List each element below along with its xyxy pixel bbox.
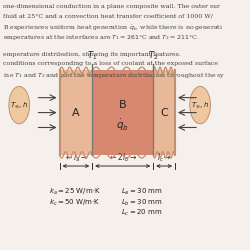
Text: $\leftarrow l_a\rightarrow$: $\leftarrow l_a\rightarrow$ [64, 151, 88, 164]
Text: $L_b = 30$ mm: $L_b = 30$ mm [120, 198, 162, 208]
Text: C: C [160, 108, 168, 118]
Text: $k_c = 50$ W/m$\cdot$K: $k_c = 50$ W/m$\cdot$K [49, 198, 100, 208]
Text: $T_\infty, h$: $T_\infty, h$ [10, 100, 28, 110]
Text: one-dimensional conduction in a plane composite wall. The outer sur: one-dimensional conduction in a plane co… [3, 4, 220, 10]
Text: A: A [72, 108, 80, 118]
Bar [153, 70, 175, 155]
Ellipse shape [9, 86, 29, 124]
Text: $l_c\rightarrow$: $l_c\rightarrow$ [157, 151, 172, 164]
Text: $T_2$: $T_2$ [148, 50, 158, 62]
Ellipse shape [190, 86, 210, 124]
Text: ine $T_1$ and $T_2$ and plot the temperature distribution throughout the sy: ine $T_1$ and $T_2$ and plot the tempera… [3, 70, 225, 80]
Text: $k_a = 25$ W/m$\cdot$K: $k_a = 25$ W/m$\cdot$K [49, 187, 100, 197]
Bar [60, 70, 92, 155]
Text: $L_c = 20$ mm: $L_c = 20$ mm [120, 208, 162, 218]
Text: $\leftarrow 2l_b \rightarrow$: $\leftarrow 2l_b \rightarrow$ [108, 151, 138, 164]
Text: $T_1$: $T_1$ [87, 50, 97, 62]
Bar [92, 70, 153, 155]
Text: B: B [119, 100, 126, 110]
Text: emperatures at the interfaces are $T_1 = 261$°C and $T_2 = 211$°C.: emperatures at the interfaces are $T_1 =… [3, 33, 200, 42]
Text: emperature distribution, showing its important features.: emperature distribution, showing its imp… [3, 52, 181, 57]
Text: fluid at 25°C and a convection heat transfer coefficient of 1000 W/: fluid at 25°C and a convection heat tran… [3, 14, 213, 19]
Text: $L_a = 30$ mm: $L_a = 30$ mm [120, 187, 162, 197]
Text: conditions corresponding to a loss of coolant at the exposed surface: conditions corresponding to a loss of co… [3, 61, 218, 66]
Text: B experiences uniform heat generation $\dot{q}_b$, while there is no generati: B experiences uniform heat generation $\… [3, 23, 223, 33]
Text: $T_\infty, h$: $T_\infty, h$ [191, 100, 209, 110]
Text: $\dot{q}_b$: $\dot{q}_b$ [116, 118, 129, 132]
